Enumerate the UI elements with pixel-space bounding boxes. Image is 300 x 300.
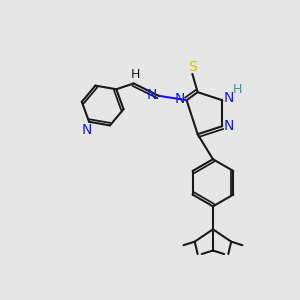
Text: N: N — [82, 123, 92, 137]
Text: N: N — [224, 91, 234, 105]
Text: S: S — [188, 61, 197, 74]
Text: H: H — [233, 82, 242, 95]
Text: N: N — [224, 119, 234, 133]
Text: N: N — [175, 92, 185, 106]
Text: H: H — [130, 68, 140, 81]
Text: N: N — [147, 88, 157, 102]
